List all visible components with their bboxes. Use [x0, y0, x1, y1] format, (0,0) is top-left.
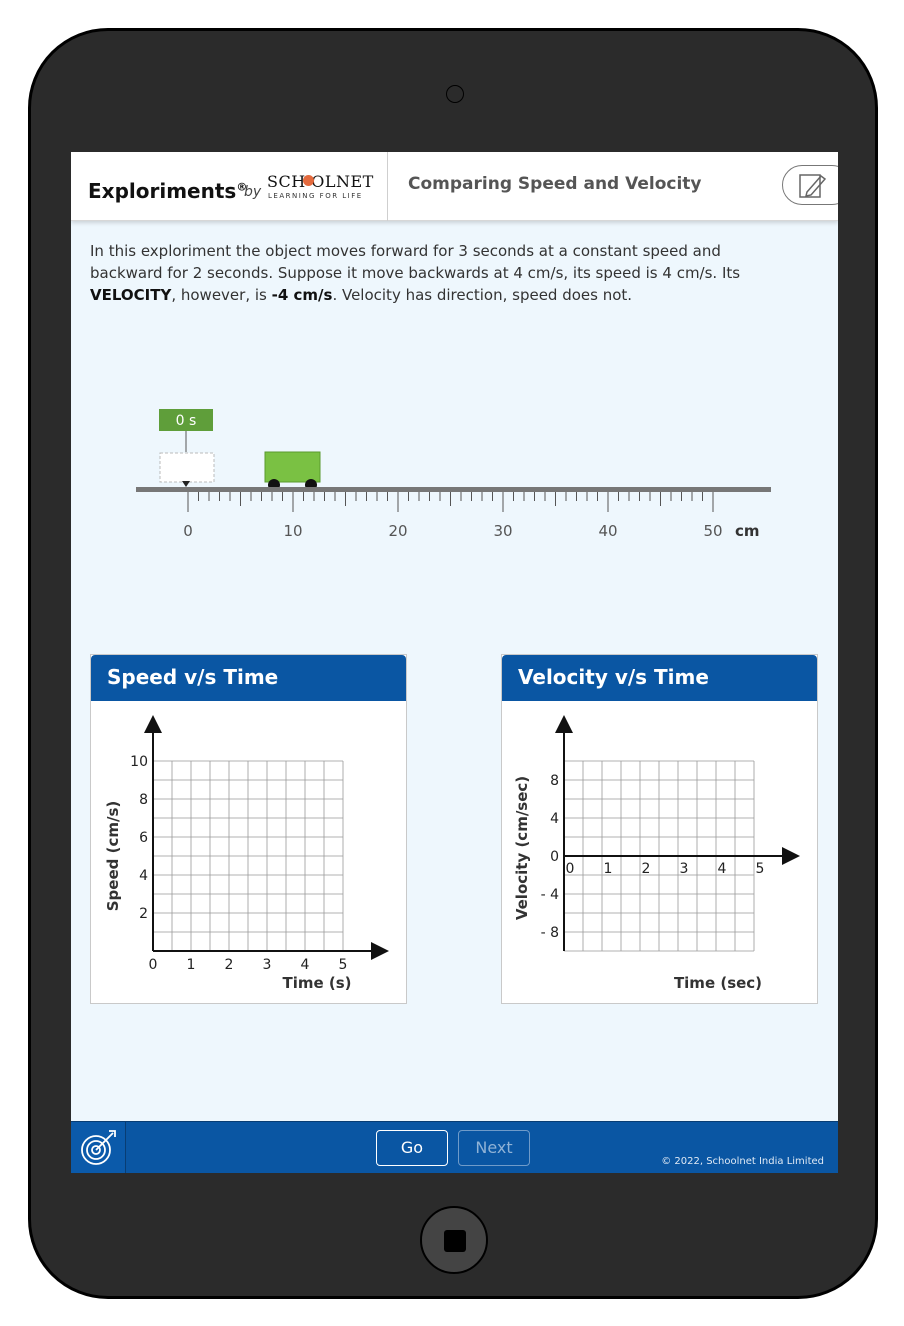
- brand-name: Exploriments®: [88, 179, 248, 203]
- y-tick-label: - 8: [541, 925, 559, 941]
- ruler-label: 30: [493, 522, 512, 540]
- x-tick-label: 4: [301, 957, 310, 973]
- x-axis-arrow-icon: [371, 942, 389, 960]
- ruler-label: 20: [388, 522, 407, 540]
- y-tick-label: 10: [130, 754, 148, 770]
- time-label: 0 s: [176, 413, 197, 429]
- speed-panel-title: Speed v/s Time: [91, 655, 406, 701]
- y-tick-label: 0: [550, 849, 559, 865]
- time-label-box: [159, 409, 213, 431]
- edit-button[interactable]: [782, 165, 838, 205]
- y-axis-arrow-icon: [555, 715, 573, 733]
- ruler-label: 10: [283, 522, 302, 540]
- track-area: 0 s 0 10 20 30 40 50 cm: [71, 402, 838, 552]
- x-tick-label: 4: [718, 861, 727, 877]
- y-axis-arrow-icon: [144, 715, 162, 733]
- green-cart[interactable]: [264, 451, 321, 483]
- logo-sun-icon: [303, 175, 314, 186]
- camera-icon: [446, 85, 464, 103]
- velocity-panel-title: Velocity v/s Time: [502, 655, 817, 701]
- y-tick-label: 4: [550, 811, 559, 827]
- start-ghost-cart: [159, 452, 215, 483]
- x-tick-label: 1: [604, 861, 613, 877]
- y-tick-label: 2: [139, 906, 148, 922]
- schoolnet-logo: SCH OLNET: [267, 172, 374, 191]
- page-title: Comparing Speed and Velocity: [408, 174, 702, 194]
- footer-bar: Go Next © 2022, Schoolnet India Limited: [71, 1121, 838, 1173]
- graph-grid: [152, 760, 344, 952]
- track-rail: [136, 487, 771, 492]
- y-tick-label: 4: [139, 868, 148, 884]
- go-button[interactable]: Go: [376, 1130, 448, 1166]
- header-divider: [387, 152, 388, 221]
- y-tick-label: - 4: [541, 887, 560, 903]
- x-tick-label: 0: [566, 861, 575, 877]
- footer-target-area[interactable]: [71, 1122, 126, 1173]
- home-square-icon: [444, 1230, 466, 1252]
- target-icon: [81, 1130, 116, 1165]
- header: Exploriments® by SCH OLNET LEARNING FOR …: [71, 152, 838, 221]
- start-marker-icon: [182, 481, 190, 487]
- x-tick-label: 2: [642, 861, 651, 877]
- ruler-label: 40: [598, 522, 617, 540]
- copyright-text: © 2022, Schoolnet India Limited: [661, 1156, 824, 1167]
- x-tick-label: 3: [263, 957, 272, 973]
- y-tick-label: 6: [139, 830, 148, 846]
- y-axis-label: Velocity (cm/sec): [513, 776, 531, 920]
- y-tick-label: 8: [139, 792, 148, 808]
- ruler-unit: cm: [735, 522, 760, 540]
- app-screen: Exploriments® by SCH OLNET LEARNING FOR …: [71, 152, 838, 1173]
- x-tick-label: 5: [756, 861, 765, 877]
- x-axis-arrow-icon: [782, 847, 800, 865]
- x-tick-label: 0: [149, 957, 158, 973]
- pencil-edit-icon: [799, 174, 827, 198]
- x-axis-label: Time (s): [282, 974, 351, 992]
- x-tick-label: 1: [187, 957, 196, 973]
- speed-time-panel: Speed v/s Time 10 8 6 4 2 0 1 2 3 4 5 Time (s) Speed…: [90, 654, 407, 1004]
- x-tick-label: 2: [225, 957, 234, 973]
- home-button[interactable]: [420, 1206, 488, 1274]
- ruler-label: 50: [703, 522, 722, 540]
- intro-text: In this exploriment the object moves for…: [90, 242, 741, 304]
- x-tick-label: 5: [339, 957, 348, 973]
- velocity-graph[interactable]: 8 4 0 - 4 - 8 0 1 2 3 4 5 Time (sec) Velocity (cm/se…: [502, 701, 817, 1003]
- ruler-label: 0: [183, 522, 193, 540]
- y-axis-label: Speed (cm/s): [104, 801, 122, 912]
- logo-tagline: LEARNING FOR LIFE: [268, 192, 363, 200]
- x-tick-label: 3: [680, 861, 689, 877]
- velocity-time-panel: Velocity v/s Time 8 4 0 - 4 - 8 0 1 2 3 4 5 Time (s…: [501, 654, 818, 1004]
- brand-by: by: [244, 184, 262, 200]
- next-button[interactable]: Next: [458, 1130, 530, 1166]
- y-tick-label: 8: [550, 773, 559, 789]
- ruler: 0 10 20 30 40 50: [183, 492, 723, 540]
- x-axis-label: Time (sec): [674, 974, 762, 992]
